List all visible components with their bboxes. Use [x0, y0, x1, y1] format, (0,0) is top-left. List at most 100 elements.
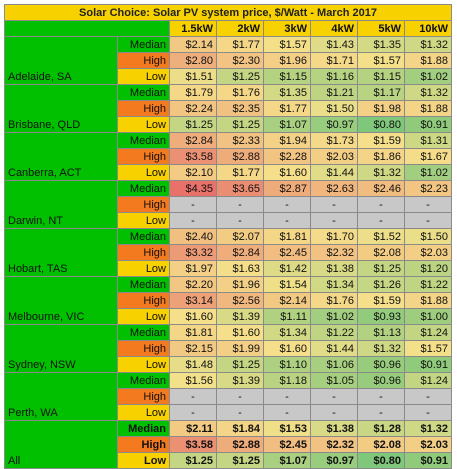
price-cell: $0.80: [357, 452, 405, 469]
price-cell: $1.38: [310, 420, 358, 437]
price-cell: $2.30: [216, 52, 264, 69]
price-cell: -: [404, 404, 452, 421]
price-cell: -: [263, 404, 311, 421]
price-cell: $2.14: [263, 292, 311, 309]
price-cell: $2.35: [216, 100, 264, 117]
table-row: Sydney, NSW Median $1.81 $1.60 $1.34 $1.22 $1.…: [4, 324, 452, 373]
price-cell: $1.31: [404, 132, 452, 149]
price-cell: $0.80: [357, 116, 405, 133]
price-cell: $3.58: [169, 148, 217, 165]
price-cell: $1.44: [310, 340, 358, 357]
price-cell: $1.10: [263, 356, 311, 373]
price-cell: $1.18: [263, 372, 311, 389]
price-cell: $1.77: [216, 164, 264, 181]
metric-label: High: [117, 436, 170, 453]
price-cell: $1.98: [357, 100, 405, 117]
table-row: Brisbane, QLD Median $1.79 $1.76 $1.35 $1.21 $…: [4, 84, 452, 133]
metric-label: High: [117, 388, 170, 405]
table-row: High $3.14 $2.56 $2.14 $1.76 $1.59 $1.88: [5, 292, 452, 309]
price-cell: $1.00: [404, 308, 452, 325]
metric-label: Median: [117, 372, 170, 389]
price-cell: $1.42: [263, 260, 311, 277]
price-cell: $0.97: [310, 116, 358, 133]
price-cell: -: [357, 196, 405, 213]
table-row: High $3.32 $2.84 $2.45 $2.32 $2.08 $2.03: [5, 244, 452, 261]
price-cell: $1.52: [357, 228, 405, 245]
price-cell: $1.02: [310, 308, 358, 325]
size-header: 2kW: [216, 20, 264, 37]
price-cell: $1.81: [263, 228, 311, 245]
price-cell: -: [216, 404, 264, 421]
price-cell: $1.22: [404, 276, 452, 293]
price-cell: $1.70: [310, 228, 358, 245]
price-cell: -: [169, 388, 217, 405]
table-row: Melbourne, VIC Median $2.20 $1.96 $1.54 $1.34…: [4, 276, 452, 325]
price-cell: $3.32: [169, 244, 217, 261]
table-row: Low $1.97 $1.63 $1.42 $1.38 $1.25 $1.20: [5, 260, 452, 277]
price-cell: $1.57: [404, 340, 452, 357]
price-cell: -: [263, 388, 311, 405]
price-cell: $2.08: [357, 244, 405, 261]
price-cell: $0.91: [404, 356, 452, 373]
price-cell: $1.32: [404, 84, 452, 101]
price-cell: $2.40: [169, 228, 217, 245]
price-cell: $1.99: [216, 340, 264, 357]
price-cell: $3.65: [216, 180, 264, 197]
price-cell: $1.07: [263, 116, 311, 133]
metric-label: High: [117, 148, 170, 165]
price-cell: $1.60: [263, 340, 311, 357]
price-cell: $1.96: [263, 52, 311, 69]
size-header: 5kW: [357, 20, 405, 37]
price-table: Solar Choice: Solar PV system price, $/W…: [4, 4, 452, 469]
price-cell: -: [216, 212, 264, 229]
price-cell: $0.91: [404, 452, 452, 469]
metric-label: Median: [117, 180, 170, 197]
city-label: Canberra, ACT: [4, 132, 118, 181]
table-row: High $2.80 $2.30 $1.96 $1.71 $1.57 $1.88: [5, 52, 452, 69]
price-cell: $1.34: [310, 276, 358, 293]
price-cell: -: [169, 212, 217, 229]
price-cell: $1.88: [404, 100, 452, 117]
price-cell: -: [310, 212, 358, 229]
price-cell: $1.15: [357, 68, 405, 85]
metric-label: High: [117, 244, 170, 261]
size-header-row: 1.5kW 2kW 3kW 4kW 5kW 10kW: [4, 20, 452, 37]
price-cell: $1.63: [216, 260, 264, 277]
price-cell: -: [310, 196, 358, 213]
price-cell: $1.35: [357, 36, 405, 53]
price-cell: $1.24: [404, 372, 452, 389]
metric-label: Median: [117, 228, 170, 245]
price-cell: $0.91: [404, 116, 452, 133]
price-cell: -: [169, 196, 217, 213]
table-row: Low - - - - - -: [5, 404, 452, 421]
table-row: High - - - - - -: [5, 388, 452, 405]
price-cell: $1.71: [310, 52, 358, 69]
price-cell: $2.88: [216, 436, 264, 453]
price-cell: $1.25: [169, 116, 217, 133]
price-cell: $1.51: [169, 68, 217, 85]
table-row: Low $1.25 $1.25 $1.07 $0.97 $0.80 $0.91: [5, 116, 452, 133]
price-cell: $2.88: [216, 148, 264, 165]
price-cell: $0.93: [357, 308, 405, 325]
table-row: All Median $2.11 $1.84 $1.53 $1.38 $1.28 $1.32: [4, 420, 452, 469]
price-cell: -: [404, 196, 452, 213]
price-cell: $1.60: [216, 324, 264, 341]
price-cell: $1.25: [216, 116, 264, 133]
metric-label: Low: [117, 68, 170, 85]
price-cell: -: [357, 212, 405, 229]
price-cell: $2.84: [169, 132, 217, 149]
price-cell: $2.23: [404, 180, 452, 197]
price-cell: $2.20: [169, 276, 217, 293]
metric-label: Low: [117, 356, 170, 373]
price-cell: -: [357, 404, 405, 421]
price-cell: $1.02: [404, 164, 452, 181]
price-cell: $1.13: [357, 324, 405, 341]
price-cell: $1.86: [357, 148, 405, 165]
price-cell: $2.84: [216, 244, 264, 261]
price-cell: $4.35: [169, 180, 217, 197]
price-cell: $2.03: [310, 148, 358, 165]
price-cell: $1.53: [263, 420, 311, 437]
metric-label: Median: [117, 420, 170, 437]
price-cell: $1.32: [357, 340, 405, 357]
price-cell: -: [310, 404, 358, 421]
